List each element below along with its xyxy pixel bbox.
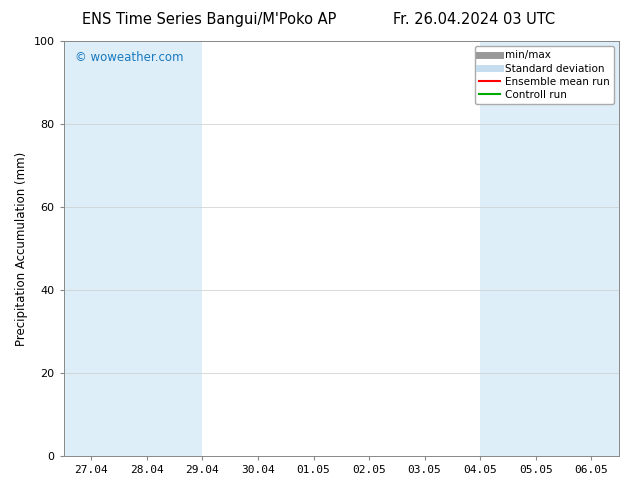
Bar: [480, 41, 619, 456]
Legend: min/max, Standard deviation, Ensemble mean run, Controll run: min/max, Standard deviation, Ensemble me…: [475, 46, 614, 104]
Bar: [63, 41, 202, 456]
Text: ENS Time Series Bangui/M'Poko AP: ENS Time Series Bangui/M'Poko AP: [82, 12, 337, 27]
Text: Fr. 26.04.2024 03 UTC: Fr. 26.04.2024 03 UTC: [393, 12, 555, 27]
Text: © woweather.com: © woweather.com: [75, 51, 183, 64]
Y-axis label: Precipitation Accumulation (mm): Precipitation Accumulation (mm): [15, 151, 28, 345]
